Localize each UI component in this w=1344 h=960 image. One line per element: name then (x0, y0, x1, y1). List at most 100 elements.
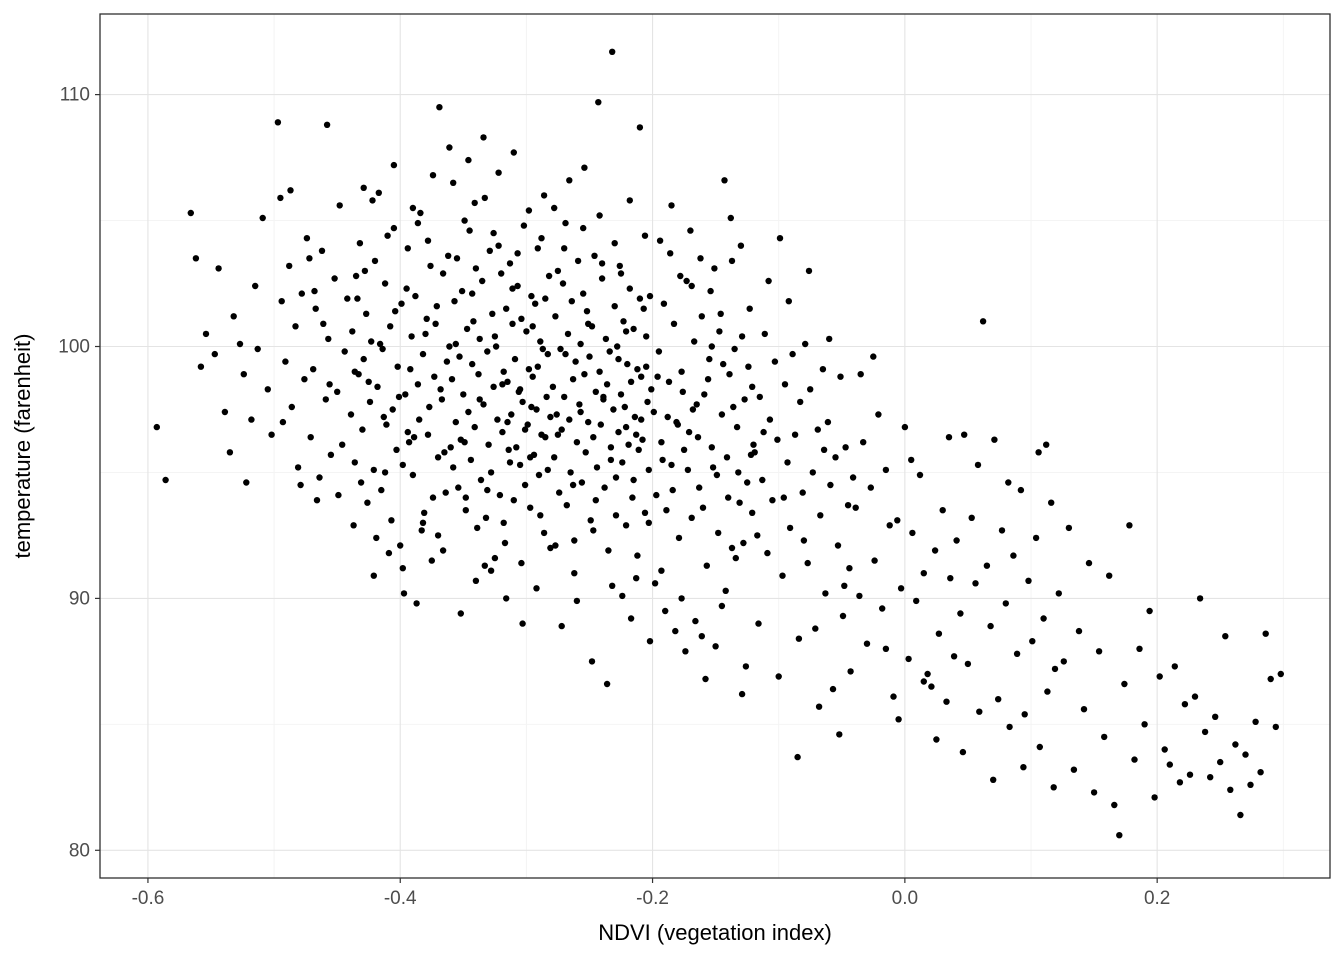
data-point (549, 383, 557, 390)
data-point (750, 441, 757, 448)
data-point (588, 658, 596, 665)
data-point (650, 408, 657, 416)
data-point (950, 653, 958, 660)
data-point (784, 459, 791, 466)
data-point (596, 212, 603, 219)
data-point (500, 368, 507, 375)
data-point (380, 413, 387, 421)
data-point (432, 320, 439, 327)
data-point (558, 426, 565, 433)
data-point (486, 247, 493, 254)
data-point (802, 340, 809, 348)
data-point (437, 386, 444, 393)
data-point (627, 615, 635, 622)
data-point (897, 585, 905, 592)
data-point (516, 461, 524, 469)
data-point (693, 401, 700, 408)
data-point (668, 461, 675, 469)
data-point (417, 209, 424, 217)
data-point (616, 262, 623, 270)
panel-border (99, 13, 1331, 879)
data-point (413, 600, 420, 607)
data-point (871, 557, 878, 564)
data-point (634, 552, 641, 559)
data-point (755, 620, 762, 627)
data-point (336, 202, 343, 209)
data-point (916, 471, 924, 479)
data-point (1171, 663, 1179, 670)
data-point (760, 428, 767, 436)
data-point (571, 570, 578, 577)
data-point (631, 413, 639, 421)
data-point (282, 358, 289, 365)
data-point (691, 338, 698, 345)
data-point (592, 497, 599, 504)
data-point (627, 378, 635, 385)
data-point (456, 353, 463, 360)
data-point (732, 554, 739, 562)
data-point (809, 469, 816, 476)
data-point (775, 673, 782, 680)
data-point (470, 318, 477, 325)
data-point (976, 708, 983, 715)
data-point (436, 104, 443, 111)
data-point (668, 202, 675, 209)
data-point (1191, 693, 1199, 700)
data-point (704, 376, 712, 383)
data-point (480, 134, 487, 141)
data-point (620, 318, 627, 325)
data-point (508, 411, 515, 418)
data-point (395, 393, 403, 401)
data-point (715, 529, 722, 537)
data-point (829, 685, 837, 693)
data-point (617, 391, 625, 398)
data-point (708, 343, 715, 350)
data-point (1006, 723, 1013, 731)
data-point (863, 640, 871, 647)
data-point (424, 431, 432, 438)
data-point (554, 267, 562, 275)
data-point (540, 192, 548, 199)
data-point (516, 386, 524, 393)
data-point (528, 403, 535, 411)
data-point (636, 295, 644, 302)
data-point (609, 582, 616, 589)
data-point (842, 444, 849, 451)
data-point (387, 323, 394, 330)
data-point (844, 502, 852, 509)
data-point (481, 562, 488, 569)
data-point (466, 227, 473, 234)
data-point (1277, 670, 1285, 678)
data-point (443, 358, 451, 365)
data-point (500, 519, 507, 526)
data-point (573, 597, 581, 605)
data-point (665, 378, 673, 385)
data-point (935, 630, 943, 637)
data-point (1085, 559, 1093, 567)
data-point (622, 522, 630, 529)
data-point (804, 559, 811, 567)
data-point (786, 524, 794, 532)
data-point (351, 459, 358, 466)
data-point (1272, 723, 1280, 731)
data-point (578, 479, 586, 486)
data-point (499, 428, 506, 436)
data-point (769, 497, 776, 504)
data-point (325, 335, 332, 343)
data-point (547, 413, 554, 421)
data-point (534, 363, 541, 370)
data-point (424, 237, 432, 244)
data-point (476, 396, 483, 403)
data-point (895, 716, 902, 723)
data-point (322, 396, 329, 403)
data-point (434, 532, 442, 539)
data-point (528, 292, 535, 300)
data-point (562, 219, 569, 227)
data-point (633, 575, 640, 582)
data-point (598, 275, 606, 282)
data-point (751, 449, 758, 456)
data-point (688, 282, 695, 290)
data-point (638, 373, 645, 380)
data-point (1101, 733, 1108, 741)
data-point (987, 622, 994, 630)
